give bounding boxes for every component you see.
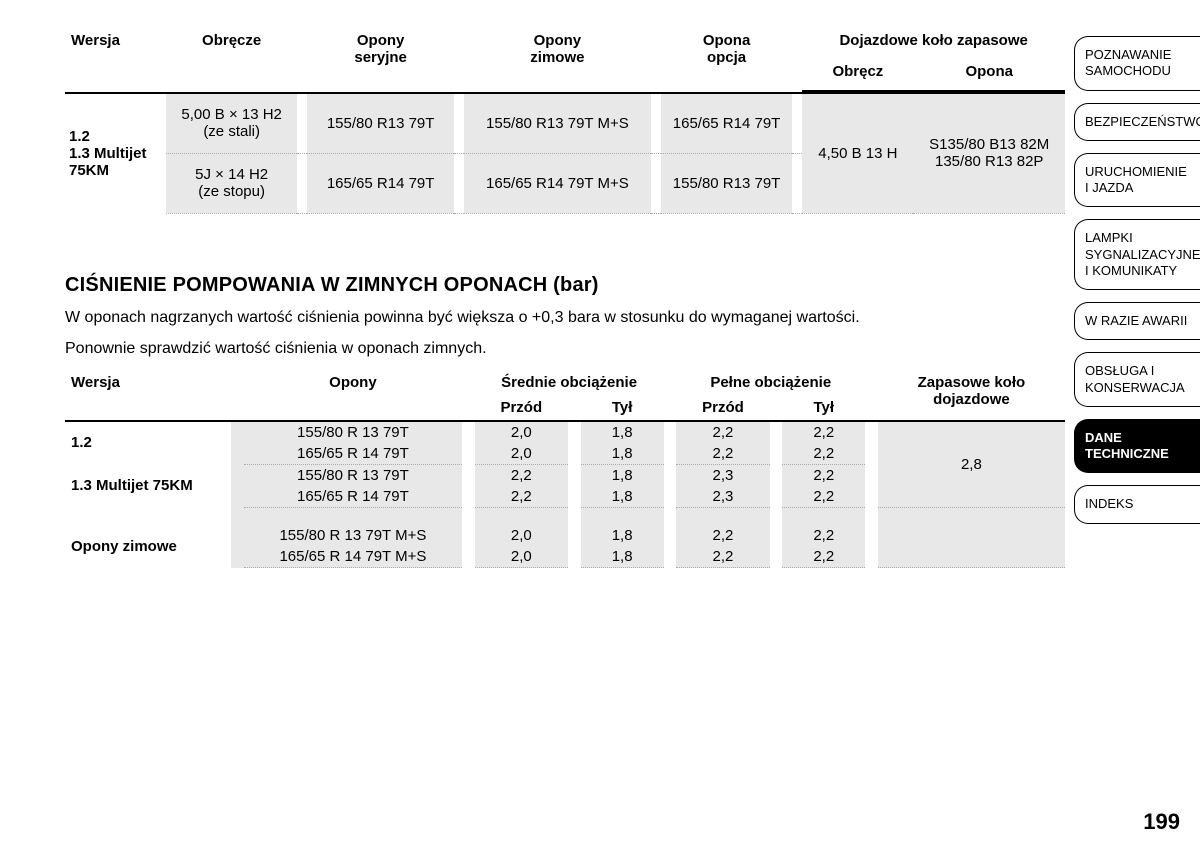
section-tab-1[interactable]: BEZPIECZEŃSTWO (1074, 103, 1200, 141)
cell-version-block: 1.2 1.3 Multijet 75KM (65, 93, 166, 213)
pressure-para-1: W oponach nagrzanych wartość ciśnienia p… (65, 307, 1065, 329)
cell-doj-opona: S135/80 B13 82M 135/80 R13 82P (913, 93, 1065, 213)
cell-doj-obrecz: 4,50 B 13 H (802, 93, 913, 213)
th-doj-opona: Opona (913, 59, 1065, 91)
th-zimowe: Opony zimowe (464, 28, 651, 91)
t2-g0-r0-pt: 2,2 (782, 421, 865, 443)
t2-g1-r1-pp: 2,3 (676, 486, 770, 508)
section-tab-5[interactable]: OBSŁUGA I KONSERWACJA (1074, 352, 1200, 407)
t2-g0-r0-st: 1,8 (581, 421, 664, 443)
t2-th-wersja: Wersja (65, 370, 231, 420)
th-dojazdowe: Dojazdowe koło zapasowe (802, 28, 1065, 59)
pressure-para-2: Ponownie sprawdzić wartość ciśnienia w o… (65, 338, 1065, 360)
pressure-table: Wersja Opony Średnie obciążenie Pełne ob… (65, 370, 1065, 569)
t2-g0-r1-opona: 165/65 R 14 79T (244, 443, 462, 465)
t2-g2-r0-pp: 2,2 (676, 525, 770, 546)
t2-g1-r0-pt: 2,2 (782, 464, 865, 486)
t2-g1-r0-sp: 2,2 (475, 464, 569, 486)
t2-g2-r1-opona: 165/65 R 14 79T M+S (244, 546, 462, 568)
t2-g2-r1-pt: 2,2 (782, 546, 865, 568)
section-tab-3[interactable]: LAMPKI SYGNALIZACYJNE I KOMUNIKATY (1074, 219, 1200, 290)
pressure-section-title: CIŚNIENIE POMPOWANIA W ZIMNYCH OPONACH (… (65, 274, 1065, 297)
tires-table: Wersja Obręcze Opony seryjne Opony zimow… (65, 28, 1065, 214)
th-opcja: Opona opcja (661, 28, 792, 91)
t2-g1-r0-st: 1,8 (581, 464, 664, 486)
t2-g1-r1-pt: 2,2 (782, 486, 865, 508)
page-number: 199 (1143, 809, 1180, 835)
t2-g0-r1-st: 1,8 (581, 443, 664, 465)
th-wersja: Wersja (65, 28, 166, 91)
t2-g0-r0-pp: 2,2 (676, 421, 770, 443)
t2-g0-r1-pp: 2,2 (676, 443, 770, 465)
th-doj-obrecz: Obręcz (802, 59, 913, 91)
t2-g2-ver: Opony zimowe (65, 525, 231, 568)
cell-r0-opcja: 165/65 R14 79T (661, 93, 792, 153)
t2-g1-r0-pp: 2,3 (676, 464, 770, 486)
section-tab-2[interactable]: URUCHOMIENIE I JAZDA (1074, 153, 1200, 208)
t2-g2-r1-sp: 2,0 (475, 546, 569, 568)
t2-g2-r0-st: 1,8 (581, 525, 664, 546)
t2-zapas-val: 2,8 (878, 421, 1065, 508)
section-tab-4[interactable]: W RAZIE AWARII (1074, 302, 1200, 340)
cell-r1-zimowe: 165/65 R14 79T M+S (464, 153, 651, 213)
t2-g2-r1-st: 1,8 (581, 546, 664, 568)
t2-th-p-przod: Przód (676, 395, 770, 420)
t2-th-s-tyl: Tył (581, 395, 664, 420)
t2-g2-r1-pp: 2,2 (676, 546, 770, 568)
t2-g0-r0-opona: 155/80 R 13 79T (244, 421, 462, 443)
t2-th-p-tyl: Tył (782, 395, 865, 420)
t2-g1-r0-opona: 155/80 R 13 79T (244, 464, 462, 486)
t2-g0-r0-sp: 2,0 (475, 421, 569, 443)
page-content: Wersja Obręcze Opony seryjne Opony zimow… (65, 28, 1065, 568)
section-tabs: POZNAWANIE SAMOCHODU BEZPIECZEŃSTWO URUCHO… (1074, 36, 1200, 536)
t2-th-zapas: Zapasowe koło dojazdowe (878, 370, 1065, 420)
t2-th-s-przod: Przód (475, 395, 569, 420)
t2-g0-ver: 1.2 (65, 421, 231, 465)
cell-r1-obrecze: 5J × 14 H2 (ze stopu) (166, 153, 297, 213)
t2-g1-ver: 1.3 Multijet 75KM (65, 464, 231, 507)
cell-r1-seryjne: 165/65 R14 79T (307, 153, 453, 213)
cell-r0-zimowe: 155/80 R13 79T M+S (464, 93, 651, 153)
t2-g2-r0-sp: 2,0 (475, 525, 569, 546)
t2-g1-r1-st: 1,8 (581, 486, 664, 508)
t2-g0-r1-sp: 2,0 (475, 443, 569, 465)
th-seryjne: Opony seryjne (307, 28, 453, 91)
cell-r0-seryjne: 155/80 R13 79T (307, 93, 453, 153)
th-obrecze: Obręcze (166, 28, 297, 91)
section-tab-7[interactable]: INDEKS (1074, 485, 1200, 523)
cell-r1-opcja: 155/80 R13 79T (661, 153, 792, 213)
t2-g1-r1-opona: 165/65 R 14 79T (244, 486, 462, 508)
t2-g2-r0-pt: 2,2 (782, 525, 865, 546)
t2-th-srednie: Średnie obciążenie (475, 370, 664, 395)
t2-g1-r1-sp: 2,2 (475, 486, 569, 508)
t2-th-pelne: Pełne obciążenie (676, 370, 865, 395)
t2-g0-r1-pt: 2,2 (782, 443, 865, 465)
t2-th-opony: Opony (244, 370, 462, 420)
section-tab-6[interactable]: DANE TECHNICZNE (1074, 419, 1200, 474)
cell-r0-obrecze: 5,00 B × 13 H2 (ze stali) (166, 93, 297, 153)
t2-g2-r0-opona: 155/80 R 13 79T M+S (244, 525, 462, 546)
section-tab-0[interactable]: POZNAWANIE SAMOCHODU (1074, 36, 1200, 91)
